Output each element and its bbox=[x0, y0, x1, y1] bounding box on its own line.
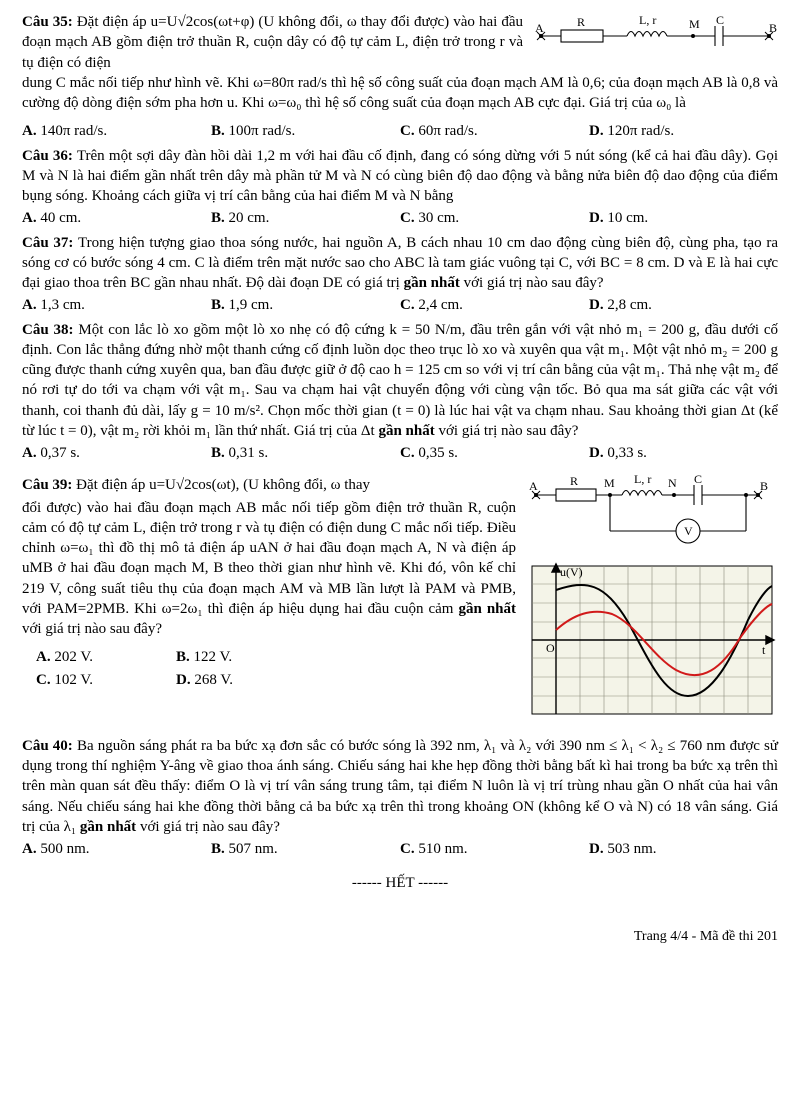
ans-B: B. bbox=[211, 123, 229, 139]
q35-answers: A. 140π rad/s. B. 100π rad/s. C. 60π rad… bbox=[22, 121, 778, 141]
svg-text:A: A bbox=[529, 479, 538, 493]
ans-C: C. bbox=[400, 123, 418, 139]
end-marker: ------ HẾT ------ bbox=[22, 873, 778, 893]
q39-circuit: A R M L, r N C B V bbox=[526, 475, 778, 553]
lbl-Lr: L, r bbox=[639, 13, 656, 27]
q39-label: Câu 39: bbox=[22, 477, 72, 493]
q35-row: Câu 35: Đặt điện áp u=U√2cos(ωt+φ) (U kh… bbox=[22, 12, 778, 73]
svg-text:B: B bbox=[760, 479, 768, 493]
q36-answers: A. 40 cm. B. 20 cm. C. 30 cm. D. 10 cm. bbox=[22, 208, 778, 228]
lbl-M: M bbox=[689, 17, 700, 31]
svg-text:C: C bbox=[694, 475, 702, 486]
q39-text2: đổi được) vào hai đầu đoạn mạch AB mắc n… bbox=[22, 500, 516, 617]
svg-text:V: V bbox=[684, 524, 693, 538]
q36-text: Trên một sợi dây đàn hồi dài 1,2 m với h… bbox=[22, 148, 778, 205]
q38-answers: A. 0,37 s. B. 0,31 s. C. 0,35 s. D. 0,33… bbox=[22, 443, 778, 463]
svg-text:u(V): u(V) bbox=[560, 565, 583, 579]
ans-A: A. bbox=[22, 123, 40, 139]
q35-label: Câu 35: bbox=[22, 14, 73, 30]
svg-text:L, r: L, r bbox=[634, 475, 651, 486]
q37-text: Trong hiện tượng giao thoa sóng nước, ha… bbox=[22, 235, 778, 292]
q37-label: Câu 37: bbox=[22, 235, 73, 251]
svg-text:M: M bbox=[604, 476, 615, 490]
svg-text:N: N bbox=[668, 476, 677, 490]
q35-text2: dung C mắc nối tiếp như hình vẽ. Khi ω=8… bbox=[22, 73, 778, 114]
lbl-B: B bbox=[769, 21, 777, 35]
q38-label: Câu 38: bbox=[22, 322, 74, 338]
q35-circuit: A R L, r M C B bbox=[533, 12, 778, 54]
q38-bold: gần nhất bbox=[378, 423, 434, 439]
lbl-A: A bbox=[535, 21, 544, 35]
q40-answers: A. 500 nm. B. 507 nm. C. 510 nm. D. 503 … bbox=[22, 839, 778, 859]
svg-text:O: O bbox=[546, 641, 555, 655]
svg-text:R: R bbox=[570, 475, 578, 488]
q40-bold: gần nhất bbox=[80, 819, 136, 835]
q39-graph: u(V) t O bbox=[526, 560, 778, 720]
q39-answers: A. 202 V. B. 122 V. C. 102 V. D. 268 V. bbox=[36, 647, 516, 690]
q39-row: Câu 39: Đặt điện áp u=U√2cos(ωt), (U khô… bbox=[22, 475, 778, 726]
q38-text: Một con lắc lò xo gồm một lò xo nhẹ có đ… bbox=[22, 322, 778, 439]
lbl-C: C bbox=[716, 13, 724, 27]
q39-text1: Đặt điện áp u=U√2cos(ωt), (U không đổi, … bbox=[76, 477, 370, 493]
q40-label: Câu 40: bbox=[22, 738, 73, 754]
q37-answers: A. 1,3 cm. B. 1,9 cm. C. 2,4 cm. D. 2,8 … bbox=[22, 295, 778, 315]
q39-bold: gần nhất bbox=[458, 601, 516, 617]
lbl-R: R bbox=[577, 15, 585, 29]
q35-text1: Đặt điện áp u=U√2cos(ωt+φ) (U không đổi,… bbox=[22, 14, 523, 71]
q36-label: Câu 36: bbox=[22, 148, 73, 164]
page-footer: Trang 4/4 - Mã đề thi 201 bbox=[22, 928, 778, 947]
ans-D: D. bbox=[589, 123, 607, 139]
q37-bold: gần nhất bbox=[404, 275, 460, 291]
